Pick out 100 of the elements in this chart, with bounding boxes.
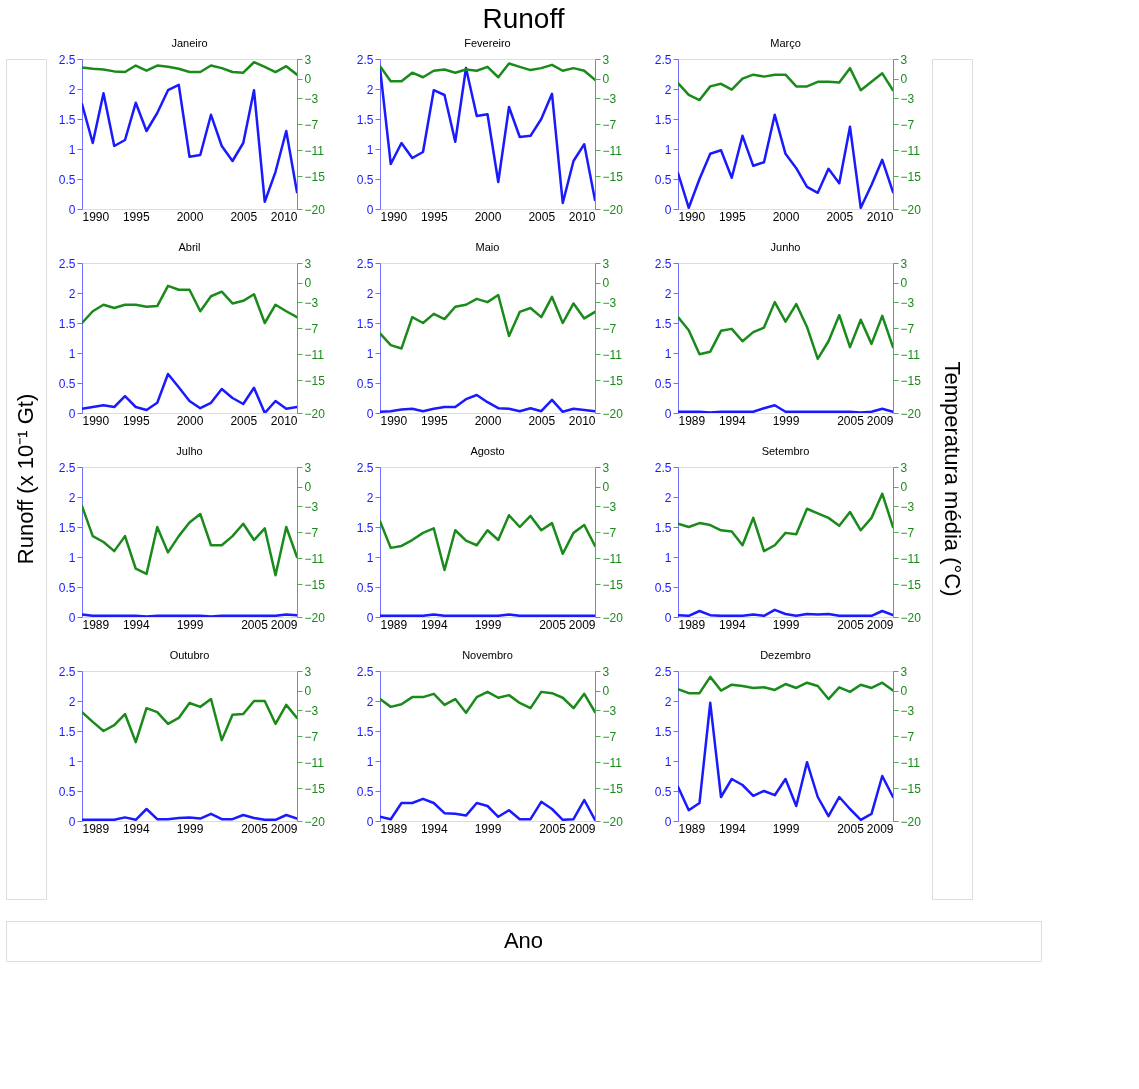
text: Temperatura média (°C) [940, 361, 965, 597]
line-series [82, 697, 297, 744]
y2-tick-label: −3 [602, 295, 617, 310]
y-tick-label: 0.5 [58, 376, 76, 391]
line-series [678, 300, 893, 361]
y2-tick-label: −11 [304, 143, 325, 158]
y2-tick-label: −3 [900, 499, 915, 514]
y-tick-label: 2.5 [654, 256, 672, 271]
y-tick-label: 0 [366, 814, 374, 829]
y2-tick-label: −3 [602, 91, 617, 106]
y2-tick-label: 0 [900, 684, 908, 699]
y2-tick-label: −3 [304, 295, 319, 310]
y-tick-label: 0.5 [58, 580, 76, 595]
y-tick-label: 1 [68, 754, 76, 769]
y2-tick-label: −11 [900, 143, 921, 158]
y-tick-label: 0 [664, 814, 672, 829]
y-tick-label: 2.5 [356, 460, 374, 475]
x-tick-label: 2005 [826, 209, 854, 224]
x-tick-label: 2009 [568, 617, 596, 632]
x-tick-label: 2005 [837, 821, 865, 836]
y2-tick-label: −7 [900, 117, 915, 132]
y2-tick-label: 3 [602, 256, 610, 271]
chart-title: Março [770, 37, 801, 49]
y-tick-label: 0 [366, 406, 374, 421]
line-series [678, 675, 893, 701]
x-tick-label: 2009 [866, 821, 894, 836]
y-tick-label: 1.5 [654, 112, 672, 127]
y2-tick-label: 0 [900, 72, 908, 87]
y-tick-label: 1 [366, 550, 374, 565]
y2-tick-label: 3 [602, 664, 610, 679]
y-tick-label: 0.5 [58, 172, 76, 187]
y-tick-label: 1.5 [654, 520, 672, 535]
y2-tick-label: −15 [900, 169, 922, 184]
x-tick-label: 1995 [718, 209, 746, 224]
x-tick-label: 2005 [230, 209, 258, 224]
y-tick-label: 1 [366, 346, 374, 361]
y-tick-label: 1 [664, 754, 672, 769]
y2-tick-label: −3 [602, 499, 617, 514]
y2-tick-label: −20 [900, 814, 922, 829]
y2-tick-label: −20 [304, 610, 326, 625]
chart-title: Maio [475, 241, 500, 253]
y-tick-label: 0.5 [356, 172, 374, 187]
y2-tick-label: 3 [900, 664, 908, 679]
line-series [82, 504, 297, 577]
y-tick-label: 2 [664, 82, 672, 97]
y2-tick-label: −11 [900, 551, 921, 566]
x-tick-label: 2005 [837, 617, 865, 632]
y-tick-label: 1 [366, 754, 374, 769]
x-tick-label: 1994 [122, 821, 150, 836]
x-tick-label: 1995 [122, 413, 150, 428]
x-tick-label: 2005 [539, 821, 567, 836]
y-tick-label: 2 [68, 286, 76, 301]
x-tick-label: 1995 [420, 209, 448, 224]
line-series [678, 66, 893, 102]
y2-tick-label: 3 [304, 460, 312, 475]
x-tick-label: 1994 [718, 617, 746, 632]
y2-tick-label: −15 [900, 781, 922, 796]
y-tick-label: 2 [366, 82, 374, 97]
y2-tick-label: −15 [900, 577, 922, 592]
y-tick-label: 0 [68, 406, 76, 421]
y2-tick-label: 0 [304, 72, 312, 87]
y2-tick-label: −7 [602, 729, 617, 744]
y-tick-label: 0 [664, 406, 672, 421]
x-tick-label: 1989 [380, 821, 408, 836]
y2-tick-label: −20 [304, 202, 326, 217]
y2-tick-label: −7 [900, 321, 915, 336]
x-tick-label: 1994 [718, 413, 746, 428]
x-tick-label: 2009 [270, 617, 298, 632]
x-tick-label: 2000 [474, 413, 502, 428]
line-series [380, 293, 595, 350]
y2-tick-label: −7 [900, 729, 915, 744]
text: Runoff (x 10⁻¹ Gt) [13, 393, 38, 565]
x-tick-label: 1995 [420, 413, 448, 428]
x-tick-label: 1999 [176, 821, 204, 836]
x-tick-label: 1989 [380, 617, 408, 632]
line-series [380, 66, 595, 205]
line-series [82, 807, 297, 821]
x-tick-label: 1999 [772, 413, 800, 428]
y2-tick-label: −7 [304, 117, 319, 132]
y2-tick-label: 3 [900, 52, 908, 67]
y-tick-label: 0.5 [654, 376, 672, 391]
chart-title: Dezembro [760, 649, 811, 661]
y2-tick-label: −20 [602, 610, 624, 625]
y-tick-label: 1.5 [58, 724, 76, 739]
x-tick-label: 1989 [82, 821, 110, 836]
y2-tick-label: 3 [900, 460, 908, 475]
x-tick-label: 1990 [678, 209, 706, 224]
chart-title: Junho [770, 241, 801, 253]
line-series [678, 113, 893, 209]
y-tick-label: 0 [664, 610, 672, 625]
chart-title: Fevereiro [464, 37, 511, 49]
y2-tick-label: −20 [304, 814, 326, 829]
y-tick-label: 1 [366, 142, 374, 157]
y-tick-label: 2.5 [654, 664, 672, 679]
x-tick-label: 1999 [474, 821, 502, 836]
x-tick-label: 1999 [772, 617, 800, 632]
chart-title: Outubro [169, 649, 210, 661]
y2-tick-label: −3 [602, 703, 617, 718]
x-tick-label: 1989 [678, 413, 706, 428]
x-tick-label: 1990 [380, 209, 408, 224]
